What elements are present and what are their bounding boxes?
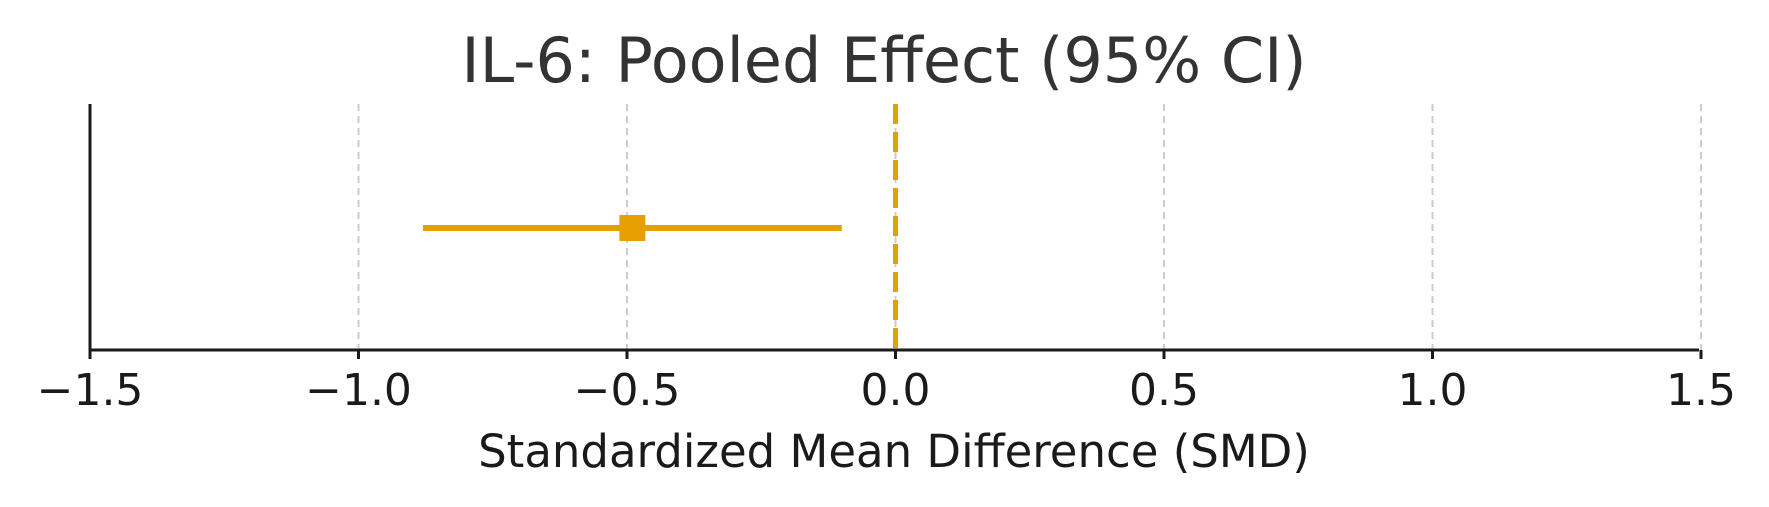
x-tick-label: 0.0 <box>861 365 931 416</box>
x-tick-label: 0.5 <box>1129 365 1199 416</box>
x-ticks: −1.5 −1.0 −0.5 0.0 0.5 1.0 1.5 <box>37 350 1736 416</box>
x-tick-label: −1.5 <box>37 365 144 416</box>
x-tick-label: 1.0 <box>1398 365 1468 416</box>
chart-title: IL-6: Pooled Effect (95% CI) <box>461 24 1306 97</box>
x-tick-label: −1.0 <box>305 365 412 416</box>
x-tick-label: 1.5 <box>1666 365 1736 416</box>
pooled-estimate-group <box>422 215 842 241</box>
pooled-estimate-marker <box>619 215 646 241</box>
x-tick-label: −0.5 <box>574 365 681 416</box>
x-axis-label: Standardized Mean Difference (SMD) <box>478 425 1310 478</box>
